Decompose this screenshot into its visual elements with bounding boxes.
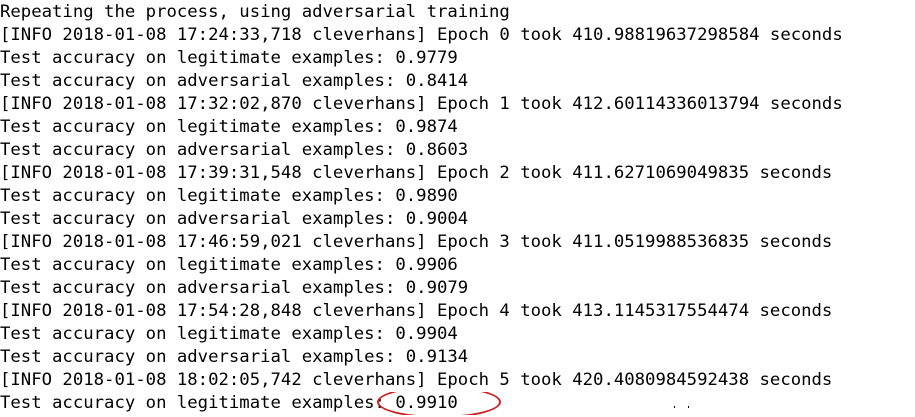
- log-line: [INFO 2018-01-08 17:39:31,548 cleverhans…: [0, 163, 833, 183]
- log-line: Repeating the process, using adversarial…: [0, 2, 510, 22]
- highlighted-accuracy: 0.9910: [377, 392, 502, 415]
- log-line: Test accuracy on adversarial examples: 0…: [0, 71, 469, 91]
- final-accuracy-label: Test accuracy on legitimate examples:: [0, 393, 396, 413]
- log-line: [INFO 2018-01-08 17:54:28,848 cleverhans…: [0, 301, 833, 321]
- log-line: Test accuracy on legitimate examples: 0.…: [0, 255, 458, 275]
- log-line: Test accuracy on adversarial examples: 0…: [0, 278, 469, 298]
- log-line: Test accuracy on adversarial examples: 0…: [0, 209, 469, 229]
- log-line: Test accuracy on adversarial examples: 0…: [0, 140, 469, 160]
- log-line: [INFO 2018-01-08 18:02:05,742 cleverhans…: [0, 370, 833, 390]
- cut-off-text-fragment: [674, 406, 675, 408]
- log-line: [INFO 2018-01-08 17:46:59,021 cleverhans…: [0, 232, 833, 252]
- log-line: Test accuracy on adversarial examples: 0…: [0, 347, 469, 367]
- final-accuracy-line: Test accuracy on legitimate examples: 0.…: [0, 392, 915, 415]
- log-line: Test accuracy on legitimate examples: 0.…: [0, 117, 458, 137]
- cut-off-text-fragment: [688, 406, 689, 408]
- log-line: Test accuracy on legitimate examples: 0.…: [0, 186, 458, 206]
- log-line: Test accuracy on legitimate examples: 0.…: [0, 48, 458, 68]
- log-line: [INFO 2018-01-08 17:24:33,718 cleverhans…: [0, 25, 843, 45]
- log-line: Test accuracy on legitimate examples: 0.…: [0, 324, 458, 344]
- final-accuracy-value: 0.9910: [395, 393, 458, 413]
- log-line: [INFO 2018-01-08 17:32:02,870 cleverhans…: [0, 94, 843, 114]
